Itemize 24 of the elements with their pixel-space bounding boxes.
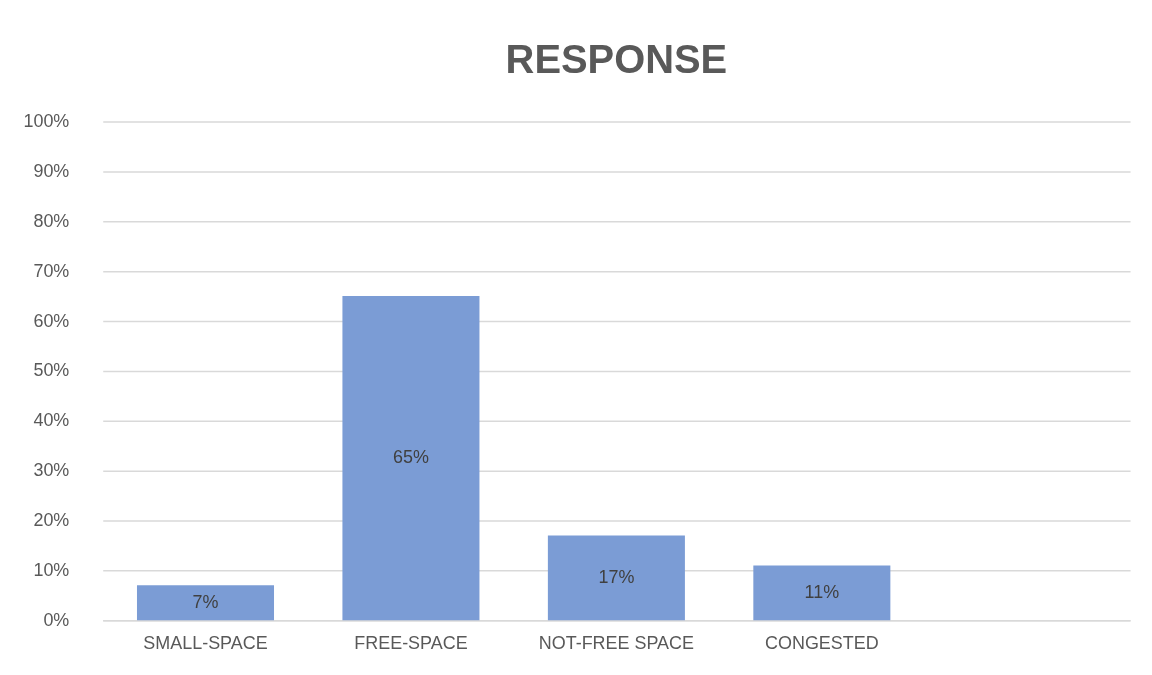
- y-tick-label: 20%: [33, 509, 70, 530]
- data-label: 65%: [392, 447, 429, 468]
- data-label: 17%: [598, 566, 635, 587]
- y-tick-label: 30%: [33, 460, 70, 481]
- bar: [547, 535, 685, 621]
- data-label: 11%: [804, 581, 840, 602]
- data-label: 7%: [192, 591, 219, 612]
- bar: [136, 585, 275, 621]
- y-tick-label: 10%: [33, 559, 70, 580]
- bar: [753, 565, 891, 621]
- y-tick-label: 70%: [33, 260, 70, 281]
- y-tick-label: 60%: [33, 310, 70, 331]
- y-tick-label: 100%: [23, 111, 70, 132]
- x-tick-label: CONGESTED: [765, 632, 879, 653]
- y-tick-label: 0%: [43, 609, 70, 630]
- y-tick-label: 40%: [33, 410, 70, 431]
- x-tick-label: NOT-FREE SPACE: [538, 632, 694, 653]
- y-tick-label: 80%: [33, 210, 70, 231]
- x-tick-label: FREE-SPACE: [354, 632, 468, 653]
- chart-title: RESPONSE: [505, 36, 728, 81]
- x-tick-label: SMALL-SPACE: [143, 632, 268, 653]
- bar: [342, 296, 480, 621]
- y-tick-label: 90%: [33, 160, 70, 181]
- y-tick-label: 50%: [33, 360, 70, 381]
